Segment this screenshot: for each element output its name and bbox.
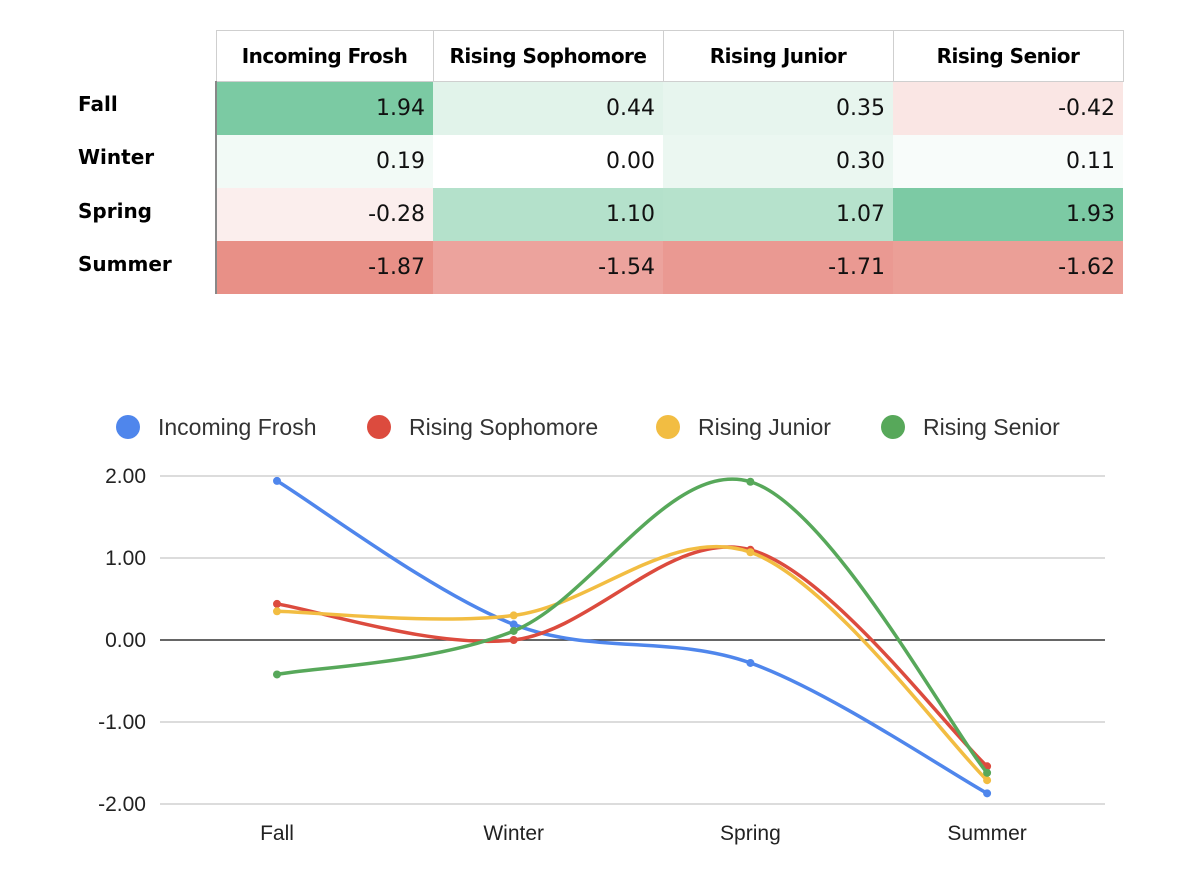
legend-label: Incoming Frosh	[158, 414, 317, 440]
row-label: Spring	[78, 198, 152, 223]
table-cell: -0.42	[893, 81, 1123, 135]
series-line	[276, 545, 989, 768]
table-cell: 1.93	[893, 187, 1123, 241]
row-label: Winter	[78, 145, 155, 170]
row-label: Summer	[78, 251, 172, 276]
data-point	[746, 548, 755, 557]
y-tick-label: 2.00	[105, 465, 146, 488]
legend-marker	[881, 415, 905, 439]
x-tick-label: Summer	[947, 822, 1026, 845]
y-tick-label: -1.00	[98, 711, 146, 734]
table-row: 0.19 0.00 0.30 0.11	[215, 134, 1123, 188]
legend-label: Rising Junior	[698, 414, 831, 440]
data-point	[983, 789, 992, 798]
legend-label: Rising Senior	[923, 414, 1060, 440]
table-cell: 1.10	[433, 187, 663, 241]
series-line	[276, 479, 988, 795]
table-row: 1.94 0.44 0.35 -0.42	[215, 81, 1123, 135]
legend-marker	[116, 415, 140, 439]
table-cell: 0.19	[215, 134, 433, 188]
row-label: Fall	[78, 92, 118, 116]
table-cell: 1.07	[663, 187, 893, 241]
data-point	[509, 636, 518, 644]
data-point	[746, 658, 755, 667]
table-row: -0.28 1.10 1.07 1.93	[215, 187, 1123, 241]
y-tick-label: 0.00	[105, 629, 146, 652]
data-point	[509, 626, 518, 635]
table-cell: 0.11	[893, 134, 1123, 188]
column-header: Incoming Frosh	[215, 30, 434, 82]
x-tick-label: Winter	[483, 822, 544, 845]
series-line	[276, 545, 989, 782]
column-header: Rising Sophomore	[432, 30, 664, 82]
heatmap-table: Incoming Frosh Rising Sophomore Rising Jun…	[215, 30, 1124, 294]
table-cell: -1.54	[433, 240, 663, 294]
data-point	[983, 776, 992, 785]
data-point	[273, 670, 281, 679]
table-cell: 1.94	[215, 81, 433, 135]
data-point	[273, 607, 281, 616]
legend-marker	[656, 415, 680, 439]
table-cell: 0.35	[663, 81, 893, 135]
data-point	[746, 477, 755, 486]
series-line	[276, 477, 989, 774]
column-header: Rising Junior	[662, 30, 894, 82]
data-point	[273, 476, 281, 485]
table-cell: -0.28	[215, 187, 433, 241]
legend-marker	[367, 415, 391, 439]
data-point	[509, 611, 518, 620]
data-point	[273, 599, 281, 608]
data-point	[509, 620, 518, 629]
table-cell: -1.71	[663, 240, 893, 294]
table-cell: -1.62	[893, 240, 1123, 294]
table-cell: -1.87	[215, 240, 433, 294]
table-row: -1.87 -1.54 -1.71 -1.62	[215, 240, 1123, 294]
data-point	[983, 768, 992, 777]
column-header: Rising Senior	[892, 30, 1124, 82]
x-tick-label: Fall	[260, 822, 294, 845]
legend-label: Rising Sophomore	[409, 414, 598, 440]
table-cell: 0.30	[663, 134, 893, 188]
table-cell: 0.44	[433, 81, 663, 135]
y-tick-label: 1.00	[105, 547, 146, 570]
y-tick-label: -2.00	[98, 793, 146, 816]
x-tick-label: Spring	[720, 822, 781, 845]
table-cell: 0.00	[433, 134, 663, 188]
